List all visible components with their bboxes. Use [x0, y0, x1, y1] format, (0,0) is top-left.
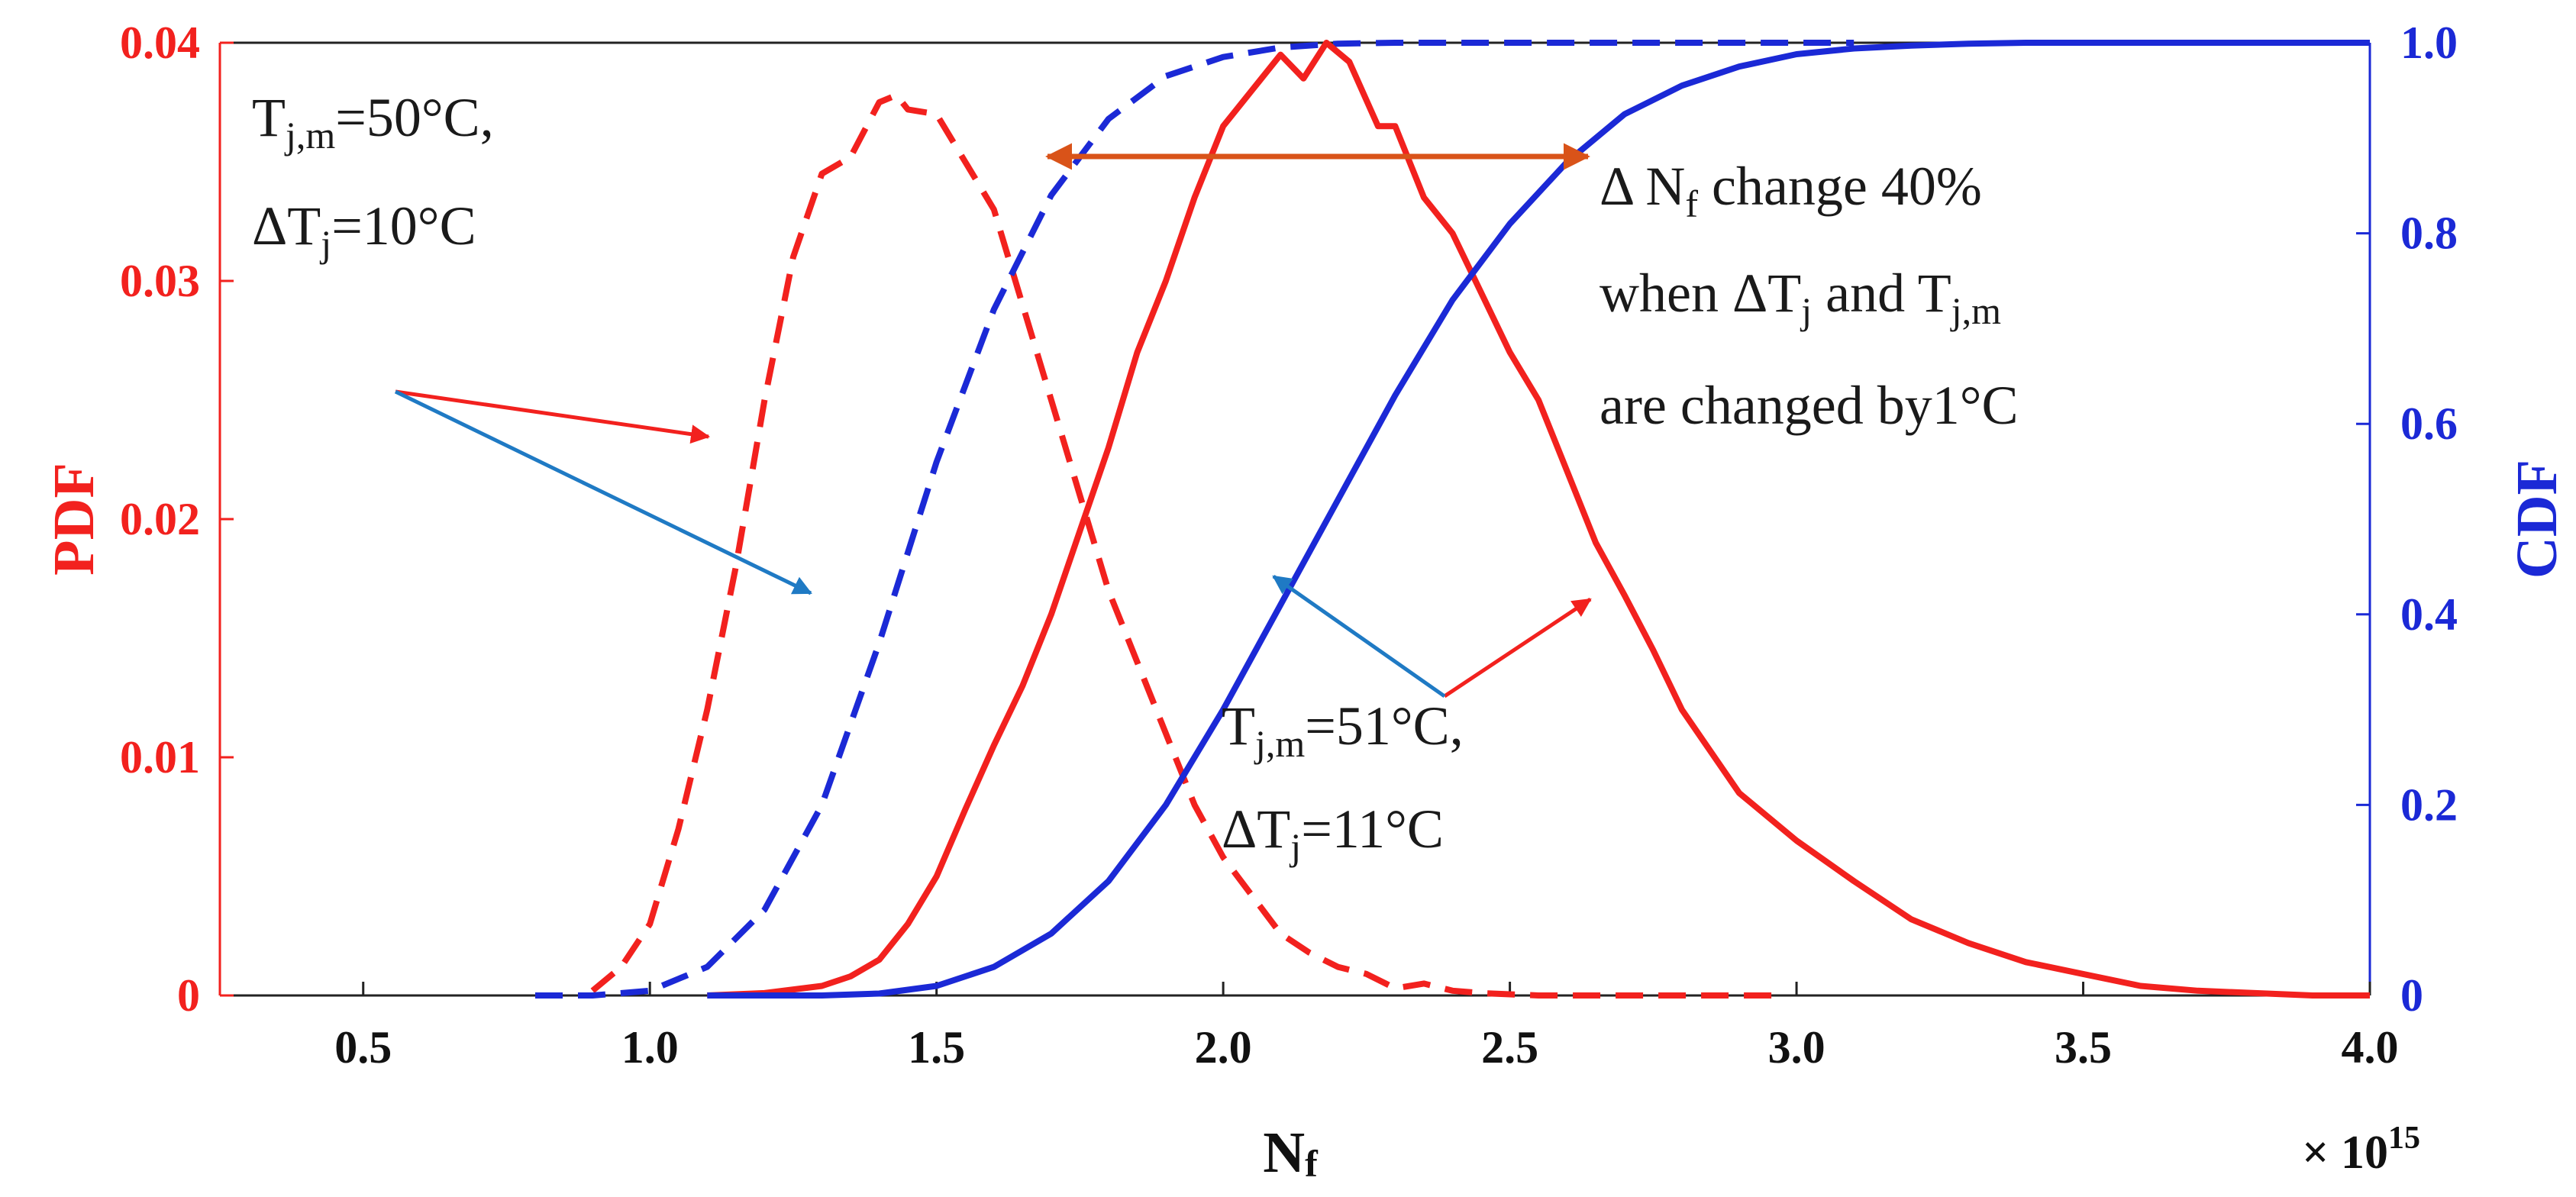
y-right-tick-label: 0 — [2400, 970, 2423, 1021]
arrow-a1-to-dashed-pdf — [395, 389, 711, 444]
y-right-tick-label: 0.4 — [2400, 589, 2458, 640]
annotation-a3-line2: when ΔTj and Tj,m — [1600, 263, 2001, 332]
annotation-a2-line2-sub: j — [1289, 825, 1301, 868]
annotation-a3-line2-tail: and T — [1812, 263, 1951, 324]
y-right-tick-label: 1.0 — [2400, 18, 2458, 68]
annotation-a2-line1: Tj,m=51°C, — [1222, 695, 1464, 765]
left-tick-labels: 0 0.01 0.02 0.03 0.04 — [120, 18, 200, 1021]
x-tick-label: 3.5 — [2055, 1022, 2112, 1073]
x-tick-label: 2.5 — [1481, 1022, 1538, 1073]
series-line-0 — [590, 92, 1785, 999]
annotation-a2-line2: ΔTj=11°C — [1222, 799, 1444, 868]
x-multiplier-prefix: × 10 — [2302, 1127, 2388, 1179]
annotation-a2-line2-main: ΔT — [1222, 799, 1290, 860]
series-line-2 — [707, 40, 2370, 999]
x-axis-label-main: N — [1263, 1121, 1305, 1185]
annotation-a3-line3: are changed by1°C — [1600, 375, 2019, 436]
annotation-a3-line1-main: Δ N — [1600, 156, 1685, 217]
arrow-a1-to-dashed-cdf — [394, 389, 812, 595]
x-tick-label: 0.5 — [334, 1022, 392, 1073]
annotation-a2-line2-tail: =11°C — [1301, 799, 1444, 860]
annotation-a1-line2-main: ΔT — [252, 195, 321, 256]
annotation-a1-line1-main: T — [252, 87, 286, 148]
annotation-a1-line1-sub: j,m — [284, 114, 335, 156]
x-tick-label: 1.5 — [908, 1022, 965, 1073]
annotation-a3-line3-main: are changed by1°C — [1600, 375, 2019, 436]
annotation-a3-line2-sub: j — [1800, 289, 1812, 332]
y-left-tick-label: 0.04 — [120, 18, 200, 68]
y-right-tick-label: 0.2 — [2400, 779, 2458, 830]
y-right-tick-label: 0.6 — [2400, 398, 2458, 449]
annotation-a1-line2-sub: j — [319, 222, 331, 265]
y-left-tick-label: 0.03 — [120, 256, 200, 306]
annotation-a3-line1: Δ Nf change 40% — [1600, 156, 1982, 225]
y-left-tick-label: 0 — [177, 970, 200, 1021]
annotation-a1-line2-tail: =10°C — [331, 195, 476, 256]
arrow-a2-to-solid-cdf — [1272, 574, 1446, 699]
annotation-a3-line1-sub: f — [1685, 182, 1698, 225]
y-left-tick-label: 0.01 — [120, 732, 200, 782]
x-tick-labels: 0.5 1.0 1.5 2.0 2.5 3.0 3.5 4.0 — [334, 1022, 2398, 1073]
x-multiplier-exp: 15 — [2388, 1121, 2420, 1156]
x-multiplier: × 1015 — [2302, 1121, 2420, 1179]
annotation-a2-line1-tail: =51°C, — [1305, 695, 1463, 757]
x-axis-label: Nf — [1263, 1121, 1319, 1185]
y-right-tick-label: 0.8 — [2400, 208, 2458, 259]
series-layer — [535, 40, 2370, 999]
y-left-label: PDF — [42, 463, 106, 576]
x-axis-label-sub: f — [1305, 1142, 1319, 1185]
arrow-a2-to-solid-pdf — [1443, 597, 1592, 699]
annotation-a2-line1-sub: j,m — [1254, 722, 1305, 765]
x-tick-label: 4.0 — [2342, 1022, 2399, 1073]
y-right-label: CDF — [2505, 460, 2569, 579]
annotation-a1-line1: Tj,m=50°C, — [252, 87, 494, 156]
y-left-tick-label: 0.02 — [120, 494, 200, 544]
annotation-a1-line2: ΔTj=10°C — [252, 195, 476, 265]
series-line-3 — [707, 40, 2370, 999]
arrow-layer — [394, 143, 1592, 699]
x-tick-label: 2.0 — [1195, 1022, 1252, 1073]
annotation-a3-line2-sub2: j,m — [1950, 289, 2001, 332]
annotation-a3-line2-main: when ΔT — [1600, 263, 1801, 324]
annotation-a3-line1-tail: change 40% — [1698, 156, 1982, 217]
annotation-a1-line1-tail: =50°C, — [335, 87, 493, 148]
x-tick-label: 3.0 — [1768, 1022, 1825, 1073]
annotation-a2-line1-main: T — [1222, 695, 1255, 757]
x-tick-label: 1.0 — [621, 1022, 679, 1073]
right-tick-labels: 0 0.2 0.4 0.6 0.8 1.0 — [2400, 18, 2458, 1021]
